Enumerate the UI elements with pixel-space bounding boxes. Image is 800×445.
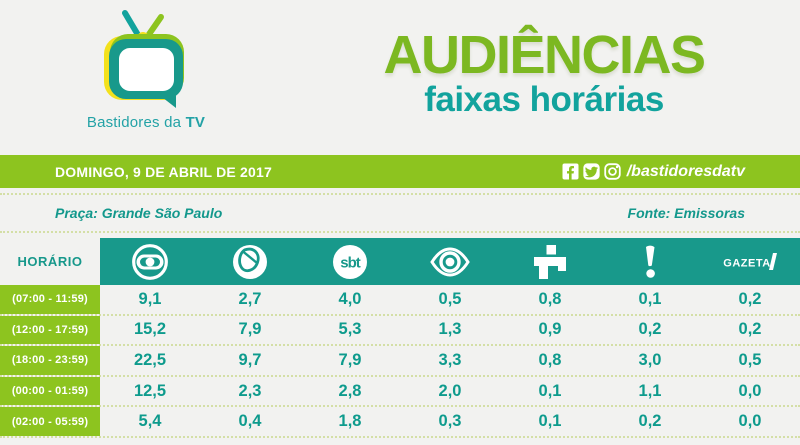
rating-value: 0,1 [538, 412, 562, 431]
rating-value: 7,9 [238, 320, 262, 339]
info-row: Praça: Grande São Paulo Fonte: Emissoras [0, 193, 800, 233]
table-row: (18:00 - 23:59) 22,5 9,7 7,9 3,3 0,8 3,0… [0, 346, 800, 377]
rating-value: 0,5 [438, 289, 462, 308]
rating-value: 0,2 [738, 320, 762, 339]
table-row: (02:00 - 05:59) 5,4 0,4 1,8 0,3 0,1 0,2 … [0, 407, 800, 438]
brand-name: Bastidores da TV [46, 114, 246, 131]
rating-value: 4,0 [338, 289, 362, 308]
rating-value: 0,2 [638, 320, 662, 339]
social-bar: /bastidoresdatv [562, 163, 745, 181]
rating-value: 7,9 [338, 350, 362, 369]
rating-value: 3,0 [638, 350, 662, 369]
network-header-cultura [500, 238, 600, 285]
page-title: AUDIÊNCIAS [383, 25, 706, 85]
network-header-record [200, 238, 300, 285]
brand-name-regular: Bastidores da [86, 114, 186, 131]
gazeta-logo-icon: GAZETA [723, 252, 777, 270]
table-row: (00:00 - 01:59) 12,5 2,3 2,8 2,0 0,1 1,1… [0, 376, 800, 408]
rating-value: 0,1 [538, 381, 562, 400]
rating-value: 9,7 [238, 350, 262, 369]
rating-value: 2,8 [338, 381, 362, 400]
network-header-sbt: sbt [300, 238, 400, 285]
rating-value: 0,1 [638, 289, 662, 308]
rating-value: 0,8 [538, 289, 562, 308]
rating-value: 0,0 [738, 412, 762, 431]
network-header-gazeta: GAZETA [700, 238, 800, 285]
market-label: Praça: Grande São Paulo [55, 205, 223, 221]
page-subtitle: faixas horárias [424, 80, 664, 119]
masthead: Bastidores da TV AUDIÊNCIAS faixas horár… [0, 0, 800, 155]
sbt-logo-text: sbt [340, 254, 361, 271]
table-row: (07:00 - 11:59) 9,1 2,7 4,0 0,5 0,8 0,1 … [0, 285, 800, 316]
rating-value: 1,1 [638, 381, 662, 400]
twitter-icon[interactable] [583, 163, 600, 180]
table-header: HORÁRIO sbt [0, 238, 800, 285]
rating-value: 0,2 [638, 412, 662, 431]
brand-logo: Bastidores da TV [46, 8, 246, 131]
rating-value: 1,8 [338, 412, 362, 431]
ratings-table-body: (07:00 - 11:59) 9,1 2,7 4,0 0,5 0,8 0,1 … [0, 285, 800, 438]
rating-value: 2,7 [238, 289, 262, 308]
rating-value: 5,4 [138, 412, 162, 431]
rating-value: 0,2 [738, 289, 762, 308]
rating-value: 12,5 [133, 381, 167, 400]
rating-value: 1,3 [438, 320, 462, 339]
title-block: AUDIÊNCIAS faixas horárias [324, 28, 764, 119]
rating-value: 5,3 [338, 320, 362, 339]
gazeta-logo-text: GAZETA [723, 257, 770, 269]
band-logo-icon [430, 246, 470, 277]
time-slot-label: (00:00 - 01:59) [0, 376, 100, 406]
network-header-redetv [600, 238, 700, 285]
rating-value: 0,9 [538, 320, 562, 339]
time-slot-label: (07:00 - 11:59) [0, 285, 100, 314]
rating-value: 22,5 [133, 350, 167, 369]
table-row: (12:00 - 17:59) 15,2 7,9 5,3 1,3 0,9 0,2… [0, 315, 800, 347]
network-header-band [400, 238, 500, 285]
source-label: Fonte: Emissoras [627, 205, 745, 221]
brand-name-bold: TV [185, 114, 206, 131]
rating-value: 9,1 [138, 289, 162, 308]
sbt-logo-icon: sbt [333, 244, 367, 279]
rating-value: 2,3 [238, 381, 262, 400]
rating-value: 0,8 [538, 350, 562, 369]
banner-date: DOMINGO, 9 DE ABRIL DE 2017 [55, 163, 273, 180]
rating-value: 15,2 [133, 320, 167, 339]
cultura-logo-icon [534, 244, 566, 279]
time-slot-label: (02:00 - 05:59) [0, 407, 100, 436]
rating-value: 0,0 [738, 381, 762, 400]
social-handle[interactable]: /bastidoresdatv [626, 162, 745, 180]
network-header-globo [100, 238, 200, 285]
time-column-header: HORÁRIO [17, 254, 83, 269]
rating-value: 0,4 [238, 412, 262, 431]
rating-value: 0,3 [438, 412, 462, 431]
rating-value: 2,0 [438, 381, 462, 400]
rating-value: 0,5 [738, 350, 762, 369]
date-banner: DOMINGO, 9 DE ABRIL DE 2017 /bastidoresd… [0, 155, 800, 188]
rating-value: 3,3 [438, 350, 462, 369]
record-logo-icon [233, 244, 267, 279]
time-slot-label: (18:00 - 23:59) [0, 346, 100, 375]
instagram-icon[interactable] [604, 163, 621, 180]
bastidores-tv-logo-icon [104, 10, 184, 108]
redetv-logo-icon [646, 245, 655, 278]
time-slot-label: (12:00 - 17:59) [0, 315, 100, 345]
facebook-icon[interactable] [562, 163, 579, 180]
globo-logo-icon [132, 243, 168, 280]
